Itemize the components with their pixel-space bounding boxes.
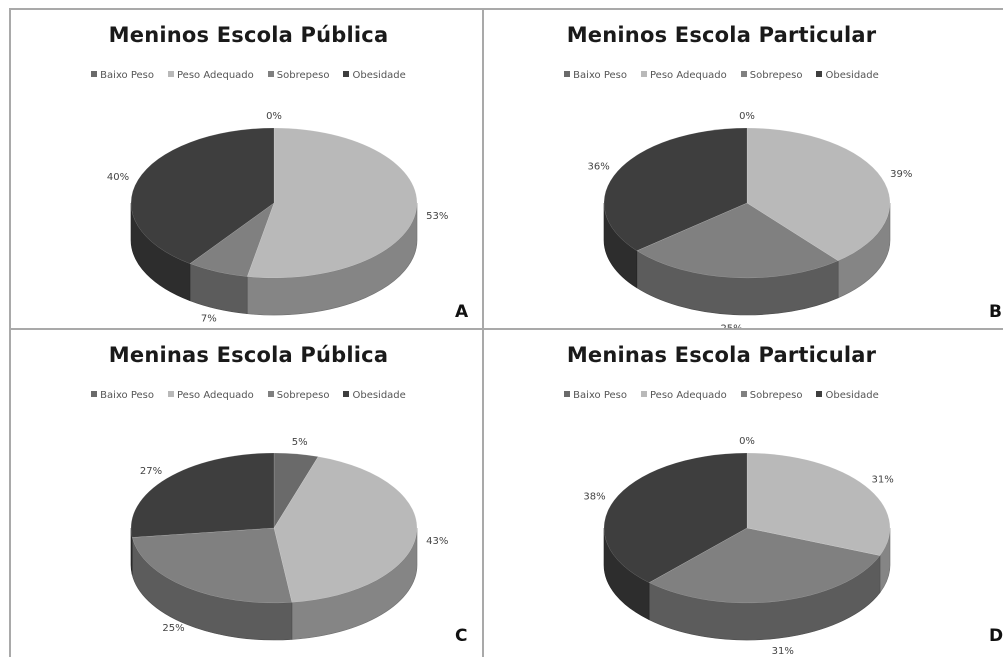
legend-label: Sobrepeso [276, 390, 330, 401]
legend-swatch [267, 391, 274, 397]
pie-chart: 0% 53% 7% 40% [107, 111, 448, 325]
pie-chart: 5% 43% 25% 27% [130, 437, 448, 641]
legend-label: Obesidade [352, 70, 406, 81]
pie-slice-label: 7% [201, 314, 217, 325]
pie-slice [131, 527, 293, 604]
legend-swatch [91, 71, 98, 77]
chart-title: Meninas Escola Pública [108, 343, 389, 367]
chart-panel-b: 0% 39% 25% 36% Meninos Escola Particular Baix… [484, 8, 1003, 330]
legend-swatch [91, 391, 98, 397]
panel-letter: D [989, 626, 1003, 646]
legend-item: Sobrepeso [740, 390, 803, 401]
chart-legend: Baixo Peso Peso Adequado Sobrepeso Obesidad… [11, 390, 482, 401]
legend-swatch [168, 391, 174, 397]
pie-slice [130, 127, 275, 264]
legend-label: Baixo Peso [100, 70, 154, 81]
legend-label: Sobrepeso [749, 390, 803, 401]
legend-label: Baixo Peso [573, 70, 627, 81]
pie-slice [636, 202, 839, 279]
legend-label: Obesidade [825, 390, 879, 401]
pie-slice [746, 127, 891, 262]
panel-letter: A [455, 302, 469, 322]
legend-item: Peso Adequado [641, 70, 727, 81]
pie-slice [273, 456, 418, 603]
legend-label: Baixo Peso [573, 390, 627, 401]
pie-slice [189, 202, 275, 277]
pie-slice-side [603, 527, 650, 621]
legend-label: Baixo Peso [100, 390, 154, 401]
pie-slice [130, 452, 275, 538]
legend-item: Peso Adequado [641, 390, 727, 401]
legend-label: Peso Adequado [177, 390, 254, 401]
pie-slice-label: 0% [739, 111, 755, 122]
chart-title: Meninos Escola Pública [108, 23, 389, 47]
pie-slice [648, 527, 881, 604]
legend-label: Sobrepeso [749, 70, 803, 81]
legend-label: Peso Adequado [650, 390, 727, 401]
legend-item: Obesidade [343, 70, 406, 81]
pie-slice-label: 25% [162, 623, 184, 634]
legend-item: Baixo Peso [564, 70, 627, 81]
pie-chart: 0% 31% 31% 38% [583, 436, 894, 655]
pie-slice-label: 39% [890, 169, 912, 180]
legend-swatch [564, 71, 571, 77]
pie-slice-label: 0% [739, 436, 755, 447]
legend-label: Sobrepeso [276, 70, 330, 81]
legend-item: Baixo Peso [91, 70, 154, 81]
legend-swatch [641, 71, 647, 77]
legend-swatch [564, 391, 571, 397]
chart-legend: Baixo Peso Peso Adequado Sobrepeso Obesidad… [11, 70, 482, 81]
chart-title: Meninas Escola Particular [566, 343, 877, 367]
chart-legend: Baixo Peso Peso Adequado Sobrepeso Obesidad… [484, 70, 959, 81]
legend-item: Obesidade [816, 70, 879, 81]
pie-slice [246, 127, 418, 279]
pie-slice-label: 31% [772, 646, 794, 655]
legend-item: Baixo Peso [564, 390, 627, 401]
legend-swatch [343, 71, 350, 77]
legend-swatch [267, 71, 274, 77]
pie-slice [746, 452, 891, 556]
pie-slice-label: 27% [140, 466, 162, 477]
chart-title: Meninos Escola Particular [566, 23, 877, 47]
legend-item: Baixo Peso [91, 390, 154, 401]
legend-item: Peso Adequado [168, 70, 254, 81]
pie-slice-label: 53% [426, 211, 448, 222]
legend-swatch [641, 391, 647, 397]
pie-slice-label: 40% [107, 172, 129, 183]
legend-swatch [740, 391, 747, 397]
legend-swatch [168, 71, 174, 77]
pie-slice-label: 43% [426, 536, 448, 547]
legend-swatch [343, 391, 350, 397]
pie-slice [273, 452, 319, 529]
legend-label: Obesidade [352, 390, 406, 401]
legend-item: Sobrepeso [267, 390, 330, 401]
pie-slice-label: 38% [583, 492, 605, 503]
panel-letter: B [989, 302, 1002, 322]
pie-slice-label: 31% [872, 475, 894, 486]
legend-item: Peso Adequado [168, 390, 254, 401]
chart-panel-a: 0% 53% 7% 40% Meninos Escola Pública Baixo Pe… [9, 8, 484, 330]
pie-chart: 0% 39% 25% 36% [587, 111, 912, 328]
pie-slice [603, 127, 748, 252]
pie-slice-label: 36% [587, 162, 609, 173]
legend-item: Sobrepeso [740, 70, 803, 81]
chart-panel-d: 0% 31% 31% 38% Meninas Escola Particular Baix… [484, 330, 1003, 657]
legend-item: Obesidade [343, 390, 406, 401]
legend-swatch [740, 71, 747, 77]
legend-swatch [816, 391, 823, 397]
chart-panel-c: 5% 43% 25% 27% Meninas Escola Pública Baixo P… [9, 330, 484, 657]
legend-label: Obesidade [825, 70, 879, 81]
pie-slice [603, 452, 748, 583]
legend-label: Peso Adequado [177, 70, 254, 81]
pie-slice-label: 5% [292, 437, 308, 448]
pie-slice-label: 25% [720, 323, 742, 328]
legend-item: Obesidade [816, 390, 879, 401]
chart-legend: Baixo Peso Peso Adequado Sobrepeso Obesidad… [484, 390, 959, 401]
legend-swatch [816, 71, 823, 77]
legend-label: Peso Adequado [650, 70, 727, 81]
panel-letter: C [455, 626, 468, 646]
pie-slice-label: 0% [266, 111, 282, 122]
legend-item: Sobrepeso [267, 70, 330, 81]
